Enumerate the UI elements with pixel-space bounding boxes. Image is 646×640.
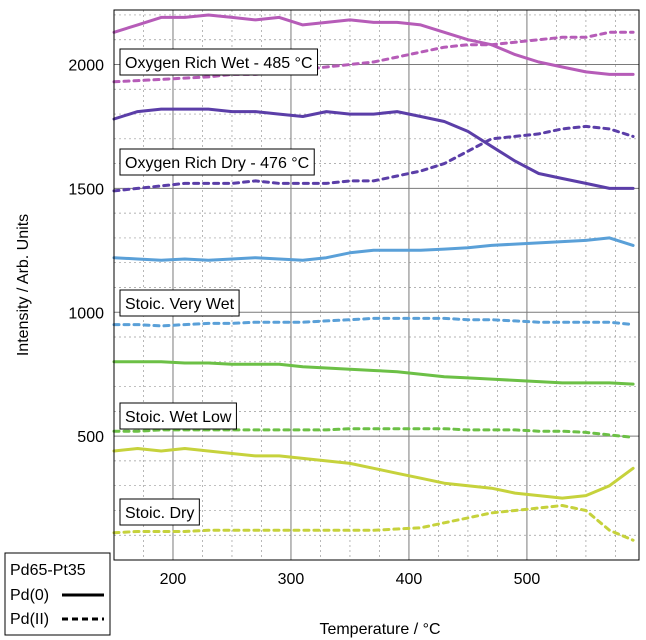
series-line-pd2 [112, 427, 635, 439]
series-line-pd2 [112, 124, 635, 193]
series-label-box [119, 402, 237, 430]
series-label-box [119, 148, 315, 176]
series-line-pd0 [112, 236, 635, 262]
plot-frame [113, 9, 640, 561]
series-label: Stoic. Wet Low [119, 402, 237, 430]
x-tick-label: 400 [396, 571, 423, 588]
series-label: Stoic. Very Wet [119, 289, 240, 317]
y-axis-ticks: 500 1000 1500 2000 [68, 58, 104, 447]
series-line-pd0 [112, 360, 635, 386]
y-tick-label: 1500 [68, 181, 104, 198]
series-label-text: Stoic. Very Wet [125, 296, 235, 313]
legend: Pd65-Pt35 Pd(0) Pd(II) [4, 552, 111, 636]
series-layer [112, 13, 635, 542]
series-label-box [119, 48, 319, 76]
x-tick-label: 500 [514, 571, 541, 588]
x-axis-ticks: 200 300 400 500 [160, 571, 541, 588]
series-line-pd2 [112, 30, 635, 84]
minor-grid [113, 10, 639, 560]
series-label-text: Stoic. Wet Low [125, 409, 232, 426]
y-tick-label: 500 [77, 429, 104, 446]
series-label-text: Oxygen Rich Dry - 476 °C [125, 155, 309, 172]
series-labels: Oxygen Rich Wet - 485 °C Oxygen Rich Dry … [119, 48, 319, 526]
y-tick-label: 2000 [68, 58, 104, 75]
legend-label-pd2: Pd(II) [10, 611, 49, 628]
legend-title: Pd65-Pt35 [10, 562, 86, 579]
series-label: Oxygen Rich Dry - 476 °C [119, 148, 315, 176]
major-grid [114, 10, 639, 560]
y-tick-label: 1000 [68, 305, 104, 322]
series-line-pd0 [112, 13, 635, 76]
y-axis-label: Intensity / Arb. Units [15, 214, 32, 356]
x-tick-label: 200 [160, 571, 187, 588]
series-line-pd0 [112, 107, 635, 190]
x-tick-label: 300 [278, 571, 305, 588]
legend-label-pd0: Pd(0) [10, 587, 49, 604]
series-line-pd2 [112, 504, 635, 542]
series-label-box [119, 289, 240, 317]
series-label-text: Oxygen Rich Wet - 485 °C [125, 55, 313, 72]
series-line-pd2 [112, 316, 635, 328]
series-label-text: Stoic. Dry [125, 505, 194, 522]
series-line-pd0 [112, 447, 635, 500]
x-axis-label: Temperature / °C [319, 621, 440, 638]
series-label-box [119, 498, 200, 526]
series-label: Oxygen Rich Wet - 485 °C [119, 48, 319, 76]
series-label: Stoic. Dry [119, 498, 200, 526]
